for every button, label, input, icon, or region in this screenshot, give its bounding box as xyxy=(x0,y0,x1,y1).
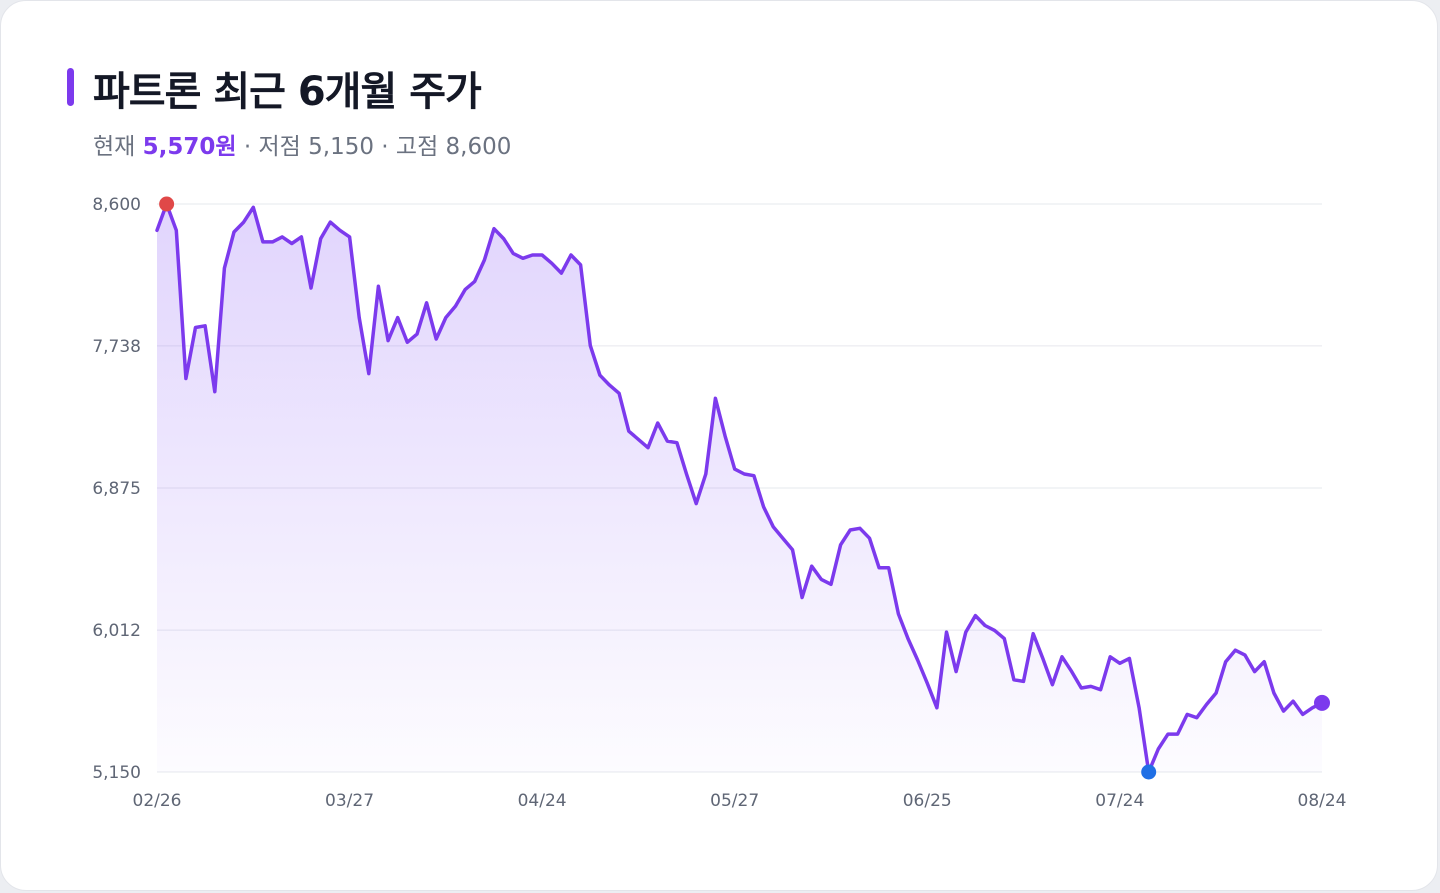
x-tick-label: 03/27 xyxy=(325,791,374,811)
y-tick-label: 5,150 xyxy=(92,763,141,783)
point-markers xyxy=(159,196,1330,780)
chart-title: 파트론 최근 6개월 주가 xyxy=(93,69,482,115)
low-price: · 저점 5,150 xyxy=(243,134,374,160)
x-tick-label: 04/24 xyxy=(518,791,567,811)
current-label: 현재 xyxy=(93,134,136,160)
y-tick-label: 8,600 xyxy=(92,195,141,215)
y-axis-ticks: 8,600 7,738 6,875 6,012 5,150 xyxy=(92,195,141,783)
low-point-marker xyxy=(1141,764,1157,780)
high-point-marker xyxy=(159,196,175,212)
x-axis-ticks: 02/26 03/27 04/24 05/27 06/25 07/24 08/24 xyxy=(133,791,1347,811)
x-tick-label: 05/27 xyxy=(710,791,759,811)
title-accent-bar xyxy=(67,68,74,106)
last-point-marker xyxy=(1314,694,1330,711)
x-tick-label: 07/24 xyxy=(1095,791,1144,811)
high-price: · 고점 8,600 xyxy=(381,134,512,160)
y-tick-label: 7,738 xyxy=(92,337,141,357)
current-price: 5,570원 xyxy=(142,134,237,160)
x-tick-label: 06/25 xyxy=(903,791,952,811)
price-area-fill xyxy=(157,204,1322,772)
y-tick-label: 6,012 xyxy=(92,621,141,641)
x-tick-label: 08/24 xyxy=(1298,791,1347,811)
x-tick-label: 02/26 xyxy=(133,791,182,811)
price-line xyxy=(155,202,1324,774)
y-tick-label: 6,875 xyxy=(92,479,141,499)
price-summary: 현재 5,570원 · 저점 5,150 · 고점 8,600 xyxy=(93,127,511,161)
